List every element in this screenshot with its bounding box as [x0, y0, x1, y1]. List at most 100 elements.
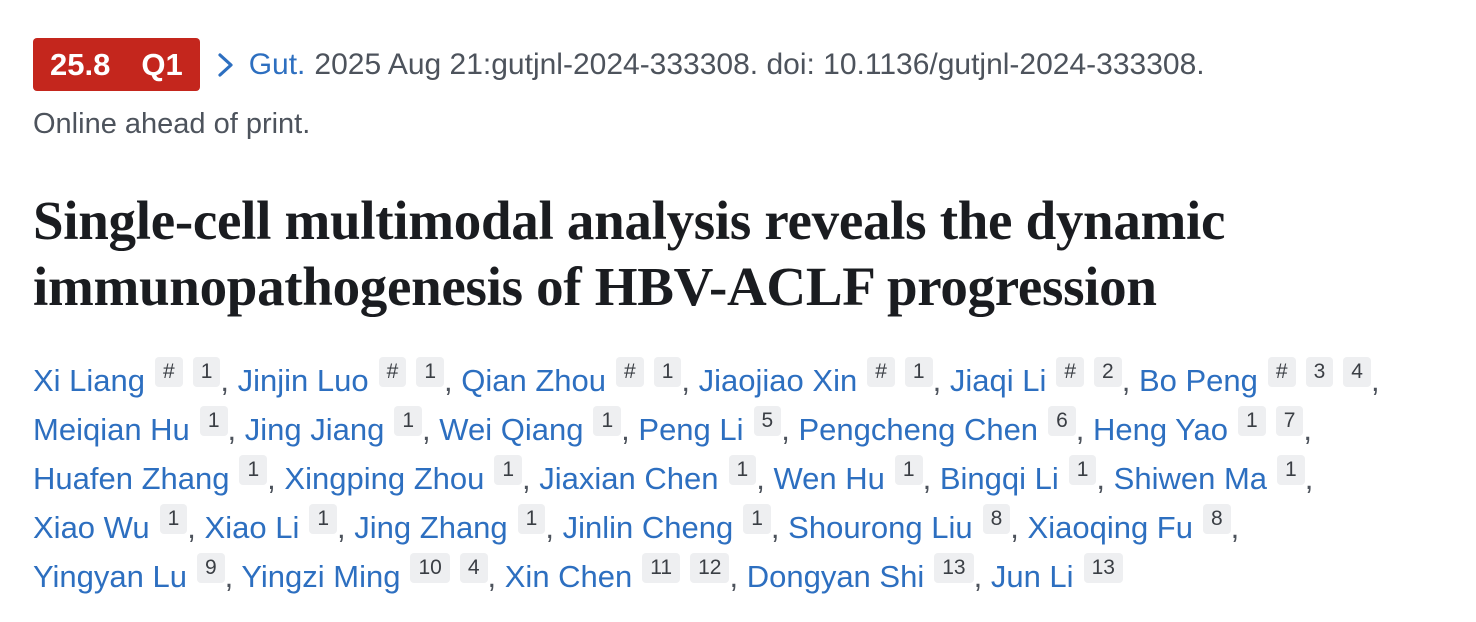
author-link[interactable]: Jing Zhang — [354, 510, 508, 545]
equal-contribution-badge: # — [616, 357, 644, 387]
affiliation-number-badge: 1 — [192, 357, 221, 387]
author-separator: , — [932, 363, 942, 398]
author-link[interactable]: Pengcheng Chen — [798, 412, 1039, 447]
author-separator: , — [187, 510, 196, 545]
affiliation-number-badge: 8 — [982, 504, 1011, 534]
affiliation-number-badge: 1 — [728, 455, 757, 485]
author-entry: Qian Zhou #1, — [461, 357, 691, 398]
author-separator: , — [1303, 412, 1313, 447]
citation-row: 25.8 Q1 Gut. 2025 Aug 21:gutjnl-2024-3333… — [33, 38, 1443, 91]
author-separator: , — [1370, 363, 1380, 398]
author-link[interactable]: Dongyan Shi — [746, 559, 925, 594]
equal-contribution-badge: # — [867, 357, 895, 387]
author-entry: Jing Zhang 1, — [354, 504, 554, 545]
author-link[interactable]: Yingzi Ming — [241, 559, 401, 594]
author-separator: , — [681, 363, 691, 398]
author-entry: Peng Li 5, — [638, 406, 790, 447]
author-entry: Jiaojiao Xin #1, — [698, 357, 942, 398]
author-link[interactable]: Xingping Zhou — [284, 461, 485, 496]
author-separator: , — [227, 412, 237, 447]
author-entry: Shiwen Ma 1, — [1113, 455, 1313, 496]
author-entry: Jinlin Cheng 1, — [562, 504, 780, 545]
journal-metric-badge[interactable]: 25.8 Q1 — [33, 38, 200, 91]
author-separator: , — [220, 363, 230, 398]
author-link[interactable]: Wen Hu — [773, 461, 885, 496]
author-separator: , — [1096, 461, 1106, 496]
author-separator: , — [522, 461, 531, 496]
author-link[interactable]: Xiaoqing Fu — [1027, 510, 1193, 545]
affiliation-number-badge: 6 — [1048, 406, 1076, 436]
author-link[interactable]: Jiaqi Li — [949, 363, 1047, 398]
journal-link[interactable]: Gut. — [248, 47, 306, 81]
author-link[interactable]: Huafen Zhang — [33, 461, 230, 496]
affiliation-number-badge: 1 — [904, 357, 933, 387]
equal-contribution-badge: # — [1267, 357, 1296, 387]
equal-contribution-badge: # — [378, 357, 407, 387]
author-link[interactable]: Jing Jiang — [244, 412, 385, 447]
author-link[interactable]: Yingyan Lu — [33, 559, 187, 594]
affiliation-number-badge: 8 — [1202, 504, 1231, 534]
author-separator: , — [1230, 510, 1240, 545]
author-entry: Jiaqi Li #2, — [949, 357, 1131, 398]
affiliation-number-badge: 7 — [1275, 406, 1304, 436]
author-link[interactable]: Peng Li — [638, 412, 744, 447]
author-separator: , — [781, 412, 790, 447]
author-link[interactable]: Jinlin Cheng — [562, 510, 734, 545]
author-link[interactable]: Qian Zhou — [461, 363, 607, 398]
author-entry: Pengcheng Chen 6, — [798, 406, 1084, 447]
author-separator: , — [973, 559, 983, 594]
affiliation-number-badge: 13 — [1083, 553, 1123, 583]
author-separator: , — [1121, 363, 1131, 398]
author-separator: , — [224, 559, 234, 594]
author-entry: Jinjin Luo #1, — [237, 357, 453, 398]
author-link[interactable]: Heng Yao — [1093, 412, 1229, 447]
author-entry: Wei Qiang 1, — [439, 406, 630, 447]
impact-factor-value: 25.8 — [50, 46, 111, 82]
affiliation-number-badge: 1 — [394, 406, 423, 436]
affiliation-number-badge: 4 — [1343, 357, 1371, 387]
article-title: Single-cell multimodal analysis reveals … — [33, 188, 1443, 320]
author-link[interactable]: Jiaxian Chen — [539, 461, 719, 496]
affiliation-number-badge: 4 — [459, 553, 488, 583]
chevron-right-icon — [214, 49, 238, 81]
author-entry: Bo Peng #3 4, — [1138, 357, 1380, 398]
author-link[interactable]: Xin Chen — [504, 559, 633, 594]
citation-details: 2025 Aug 21:gutjnl-2024-333308. doi: 10.… — [314, 47, 1205, 81]
author-link[interactable]: Meiqian Hu — [33, 412, 190, 447]
author-link[interactable]: Jiaojiao Xin — [698, 363, 858, 398]
author-entry: Xiaoqing Fu 8, — [1027, 504, 1240, 545]
author-link[interactable]: Jun Li — [990, 559, 1074, 594]
affiliation-number-badge: 1 — [743, 504, 771, 534]
author-separator: , — [545, 510, 554, 545]
affiliation-number-badge: 1 — [416, 357, 445, 387]
author-link[interactable]: Shiwen Ma — [1113, 461, 1268, 496]
article-title-line2: immunopathogenesis of HBV-ACLF progressi… — [33, 256, 1157, 317]
author-entry: Xin Chen 11 12, — [504, 553, 738, 594]
author-separator: , — [487, 559, 497, 594]
author-separator: , — [756, 461, 765, 496]
affiliation-number-badge: 9 — [196, 553, 225, 583]
author-link[interactable]: Bo Peng — [1138, 363, 1258, 398]
author-entry: Huafen Zhang 1, — [33, 455, 276, 496]
author-entry: Jing Jiang 1, — [244, 406, 431, 447]
affiliation-number-badge: 10 — [410, 553, 450, 583]
author-link[interactable]: Jinjin Luo — [237, 363, 369, 398]
article-title-line1: Single-cell multimodal analysis reveals … — [33, 190, 1226, 251]
author-separator: , — [621, 412, 630, 447]
affiliation-number-badge: 1 — [199, 406, 228, 436]
author-link[interactable]: Wei Qiang — [439, 412, 584, 447]
author-entry: Meiqian Hu 1, — [33, 406, 237, 447]
author-link[interactable]: Xi Liang — [33, 363, 146, 398]
author-entry: Xi Liang #1, — [33, 357, 230, 398]
author-link[interactable]: Bingqi Li — [939, 461, 1059, 496]
author-link[interactable]: Xiao Li — [204, 510, 300, 545]
author-link[interactable]: Shourong Liu — [788, 510, 973, 545]
affiliation-number-badge: 1 — [1277, 455, 1305, 485]
author-separator: , — [337, 510, 346, 545]
author-entry: Shourong Liu 8, — [788, 504, 1019, 545]
affiliation-number-badge: 1 — [1238, 406, 1266, 436]
author-entry: Wen Hu 1, — [773, 455, 931, 496]
author-entry: Bingqi Li 1, — [939, 455, 1106, 496]
author-link[interactable]: Xiao Wu — [33, 510, 150, 545]
citation-text: Gut. 2025 Aug 21:gutjnl-2024-333308. doi:… — [249, 48, 1205, 82]
